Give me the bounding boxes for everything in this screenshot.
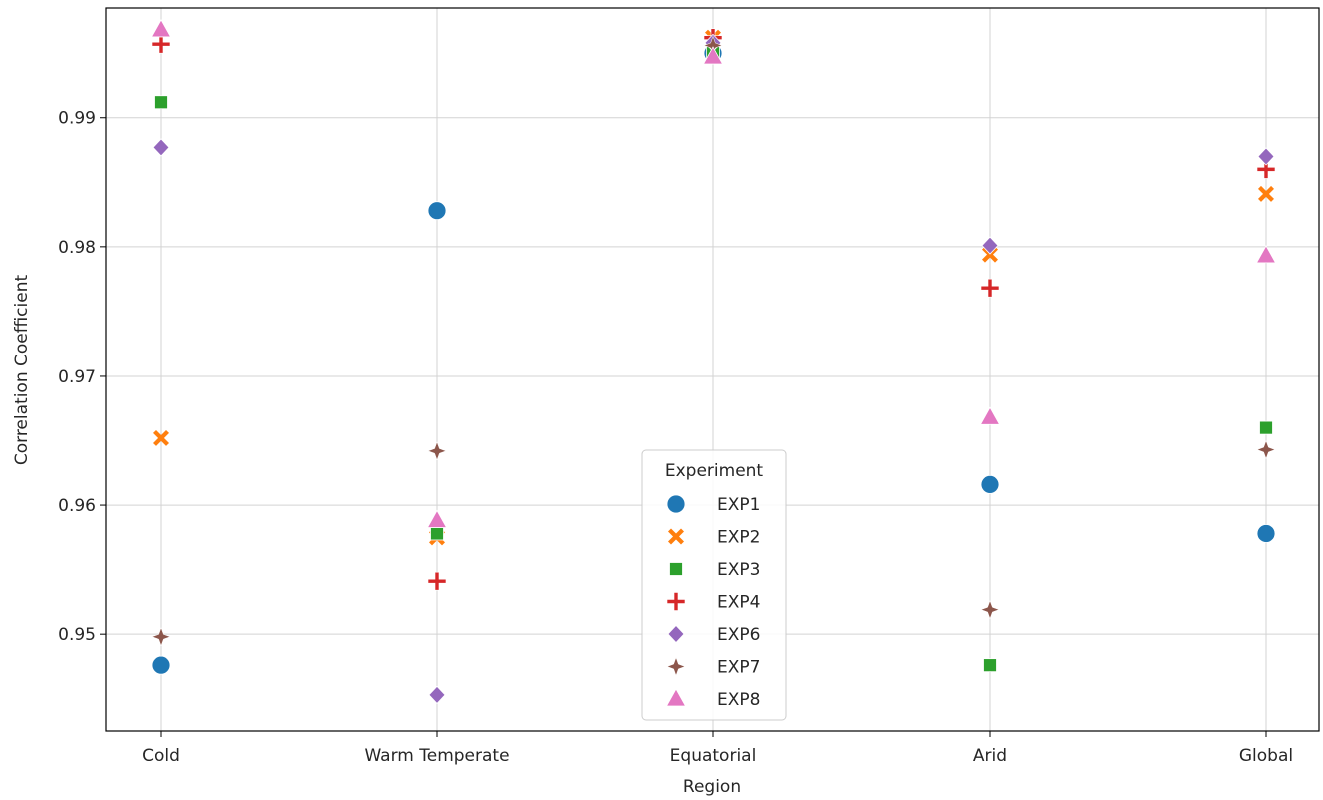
- data-point-exp8: [979, 406, 1001, 425]
- data-point-exp2: [1258, 185, 1274, 202]
- legend-marker-exp3: [669, 562, 683, 576]
- data-point-exp8: [702, 46, 724, 65]
- grid-lines: [106, 8, 1319, 731]
- data-point-exp4: [151, 34, 171, 54]
- data-point-exp4: [1256, 160, 1276, 179]
- data-point-exp7: [1256, 439, 1276, 460]
- data-point-exp8: [426, 509, 448, 528]
- data-point-exp8: [1255, 245, 1277, 264]
- legend-marker-exp2: [668, 528, 684, 545]
- data-point-exp4: [427, 571, 447, 591]
- x-tick-label: Arid: [973, 746, 1007, 766]
- legend-label: EXP8: [717, 690, 760, 710]
- x-tick-label: Equatorial: [670, 746, 757, 766]
- x-axis-ticks: Cold Warm Temperate Equatorial Arid Global: [142, 731, 1293, 766]
- legend-box: [641, 449, 787, 721]
- x-marker-stroke: [1258, 185, 1274, 202]
- legend-item-exp2: EXP2: [668, 528, 760, 548]
- series-exp8: [150, 19, 1277, 528]
- data-point-exp6: [152, 138, 170, 157]
- data-points: [150, 19, 1277, 704]
- legend-label: EXP3: [717, 560, 760, 580]
- data-point-exp3: [154, 95, 168, 110]
- x-tick-label: Cold: [142, 746, 180, 766]
- legend-marker-exp8: [665, 688, 687, 707]
- legend-item-exp7: EXP7: [666, 656, 760, 678]
- data-point-exp6: [1257, 147, 1275, 166]
- legend-items: EXP1 EXP2 EXP3 EXP4 EXP6 EXP7 EXP8: [665, 494, 760, 710]
- data-point-exp6: [428, 685, 446, 704]
- legend-label: EXP2: [717, 528, 760, 548]
- data-point-exp8: [150, 19, 172, 38]
- y-tick-label: 0.95: [58, 625, 96, 645]
- legend-marker-exp4: [666, 592, 686, 611]
- data-point-exp3: [1259, 420, 1273, 435]
- data-point-exp1: [1256, 524, 1276, 543]
- legend-item-exp8: EXP8: [665, 688, 760, 710]
- x-marker-stroke: [153, 429, 169, 446]
- legend-label: EXP6: [717, 625, 760, 645]
- data-point-exp2: [153, 429, 169, 446]
- legend: Experiment EXP1 EXP2 EXP3 EXP4 EXP6 EXP7 EXP8: [641, 449, 787, 721]
- legend-item-exp3: EXP3: [669, 560, 760, 580]
- data-point-exp7: [151, 627, 171, 647]
- x-tick-label: Warm Temperate: [364, 746, 509, 766]
- legend-label: EXP4: [717, 593, 760, 613]
- data-point-exp3: [430, 526, 444, 541]
- legend-label: EXP1: [717, 495, 760, 515]
- x-tick-label: Global: [1239, 746, 1293, 766]
- data-point-exp7: [980, 599, 1000, 620]
- data-point-exp1: [151, 655, 171, 675]
- legend-label: EXP7: [717, 658, 760, 678]
- legend-item-exp4: EXP4: [666, 592, 760, 613]
- y-tick-label: 0.98: [58, 238, 96, 258]
- legend-marker-exp1: [666, 494, 686, 514]
- legend-marker-exp6: [667, 624, 685, 644]
- plot-frame: [105, 7, 1320, 732]
- legend-marker-exp7: [666, 656, 686, 677]
- y-tick-label: 0.96: [58, 496, 96, 516]
- x-marker-stroke: [668, 528, 684, 545]
- data-point-exp1: [980, 475, 1000, 494]
- data-point-exp1: [427, 201, 447, 221]
- y-tick-label: 0.99: [58, 109, 96, 129]
- data-point-exp3: [983, 658, 997, 673]
- legend-title: Experiment: [665, 461, 764, 481]
- data-point-exp4: [980, 278, 1000, 298]
- y-tick-label: 0.97: [58, 367, 96, 387]
- data-point-exp6: [981, 236, 999, 255]
- y-axis-ticks: 0.95 0.96 0.97 0.98 0.99: [58, 109, 106, 645]
- legend-item-exp6: EXP6: [667, 624, 760, 645]
- legend-item-exp1: EXP1: [666, 494, 760, 515]
- y-axis-label: Correlation Coefficient: [12, 275, 32, 466]
- data-point-exp7: [427, 441, 447, 461]
- x-axis-label: Region: [683, 777, 741, 797]
